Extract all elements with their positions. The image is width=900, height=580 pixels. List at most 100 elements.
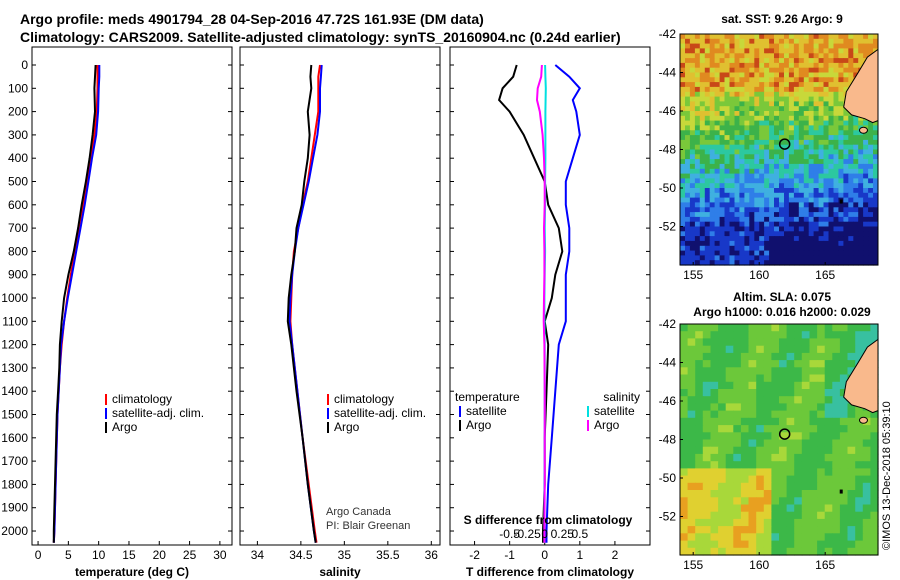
map-cell bbox=[788, 43, 795, 49]
map-cell bbox=[808, 91, 815, 98]
map-cell bbox=[839, 432, 849, 441]
map-cell bbox=[694, 111, 701, 117]
map-cell bbox=[818, 115, 825, 122]
map-cell bbox=[754, 260, 760, 266]
map-cell bbox=[839, 504, 849, 513]
map-cell bbox=[749, 188, 755, 194]
map-cell bbox=[855, 497, 864, 506]
map-cell bbox=[858, 154, 864, 160]
map-cell bbox=[689, 178, 696, 184]
map-cell bbox=[809, 547, 818, 556]
map-cell bbox=[843, 34, 849, 40]
map-cell bbox=[725, 468, 734, 477]
map-cell bbox=[689, 130, 696, 136]
map-cell bbox=[739, 231, 745, 237]
map-cell bbox=[729, 82, 735, 88]
map-cell bbox=[801, 396, 810, 404]
map-cell bbox=[855, 439, 864, 448]
map-cell bbox=[838, 77, 844, 83]
map-cell bbox=[784, 77, 790, 83]
map-cell bbox=[724, 72, 730, 78]
y-tick-label: 1600 bbox=[1, 431, 28, 445]
map-cell bbox=[828, 101, 834, 107]
map-cell bbox=[855, 540, 864, 549]
map-cell bbox=[764, 178, 770, 184]
map-cell bbox=[694, 255, 701, 261]
map-cell bbox=[718, 482, 727, 491]
map-cell bbox=[734, 34, 740, 40]
map-cell bbox=[699, 178, 706, 184]
map-cell bbox=[695, 360, 704, 368]
map-cell bbox=[724, 212, 730, 218]
map-cell bbox=[734, 245, 740, 252]
map-cell bbox=[685, 125, 691, 131]
map-cell bbox=[855, 511, 864, 520]
map-cell bbox=[832, 374, 841, 383]
map-cell bbox=[798, 91, 805, 98]
map-cell bbox=[813, 53, 820, 59]
map-cell bbox=[833, 255, 839, 261]
map-cell bbox=[744, 163, 750, 170]
map-cell bbox=[868, 260, 874, 266]
map-cell bbox=[870, 504, 879, 513]
map-cell bbox=[734, 149, 740, 155]
map-cell bbox=[754, 221, 760, 228]
map-cell bbox=[725, 547, 734, 556]
map-cell bbox=[788, 135, 795, 141]
map-cell bbox=[771, 410, 780, 419]
map-cell bbox=[848, 240, 854, 247]
map-cell bbox=[862, 432, 871, 441]
map-cell bbox=[687, 547, 696, 556]
map-cell bbox=[839, 453, 849, 462]
map-cell bbox=[838, 154, 844, 160]
map-cell bbox=[808, 178, 815, 184]
map-cell bbox=[862, 439, 871, 448]
map-cell bbox=[759, 192, 765, 199]
map-cell bbox=[848, 231, 854, 237]
map-y-tick-label: -46 bbox=[659, 104, 677, 118]
map-cell bbox=[733, 518, 742, 527]
map-cell bbox=[702, 468, 711, 477]
map-cell bbox=[687, 425, 696, 433]
map-cell bbox=[838, 72, 844, 78]
map-cell bbox=[863, 38, 869, 45]
map-cell bbox=[724, 38, 730, 45]
map-cell bbox=[793, 212, 800, 218]
map-cell bbox=[838, 125, 844, 131]
map-cell bbox=[695, 446, 704, 455]
map-cell bbox=[803, 58, 810, 64]
map-cell bbox=[724, 216, 730, 223]
map-cell bbox=[733, 381, 742, 390]
map-cell bbox=[798, 120, 805, 126]
map-cell bbox=[848, 207, 854, 213]
map-cell bbox=[739, 221, 745, 228]
map-cell bbox=[739, 91, 745, 98]
map-cell bbox=[793, 168, 800, 175]
map-cell bbox=[685, 135, 691, 141]
map-cell bbox=[709, 139, 716, 146]
map-cell bbox=[832, 468, 841, 477]
map-cell bbox=[863, 120, 869, 126]
map-cell bbox=[832, 504, 841, 513]
map-cell bbox=[714, 168, 721, 175]
map-cell bbox=[714, 207, 721, 213]
map-cell bbox=[833, 163, 839, 170]
map-cell bbox=[685, 86, 691, 93]
map-cell bbox=[818, 43, 825, 49]
map-cell bbox=[823, 173, 829, 179]
map-cell bbox=[739, 202, 745, 208]
map-cell bbox=[779, 149, 785, 155]
map-cell bbox=[689, 82, 696, 88]
map-cell bbox=[873, 226, 879, 232]
map-cell bbox=[793, 72, 800, 78]
map-cell bbox=[734, 168, 740, 175]
map-cell bbox=[818, 255, 825, 261]
map-cell bbox=[769, 221, 775, 228]
map-cell bbox=[680, 511, 689, 520]
map-cell bbox=[838, 260, 844, 266]
map-cell bbox=[828, 58, 834, 64]
map-cell bbox=[749, 38, 755, 45]
map-cell bbox=[818, 96, 825, 102]
map-cell bbox=[724, 188, 730, 194]
map-cell bbox=[794, 453, 803, 462]
